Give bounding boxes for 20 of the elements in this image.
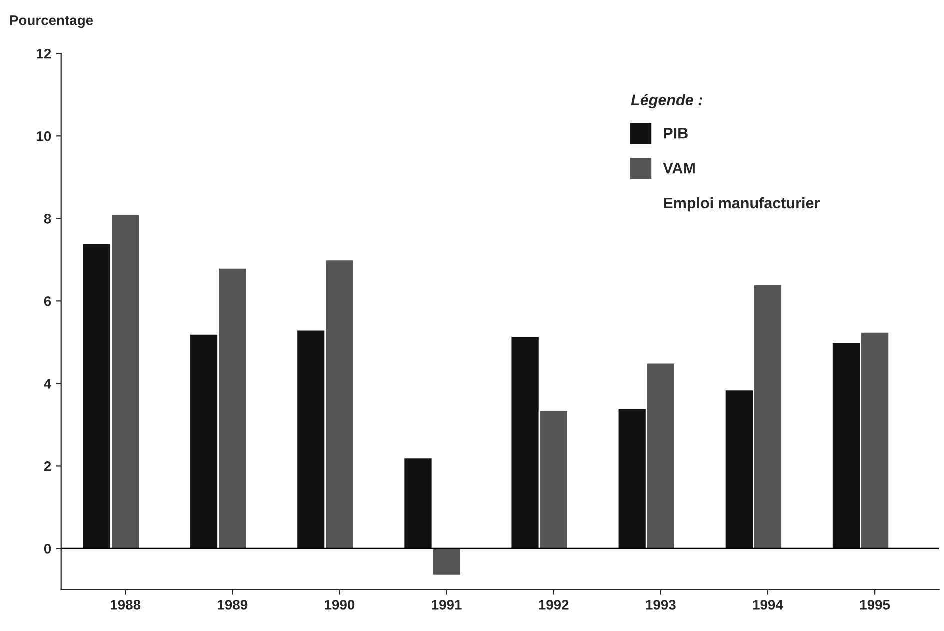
x-tick-label: 1988 xyxy=(111,600,141,610)
legend-label: PIB xyxy=(664,128,688,139)
y-tick-label: 0 xyxy=(44,544,52,554)
text: Emploi manufacturier xyxy=(664,197,820,212)
legend-title: Légende : xyxy=(631,94,702,109)
x-tick-label: 1995 xyxy=(860,600,890,610)
x-tick-label: 1989 xyxy=(218,600,248,610)
x-tick-label: 1993 xyxy=(646,600,676,610)
x-tick-label: 1994 xyxy=(753,600,784,610)
x-tick-label: 1991 xyxy=(432,600,462,610)
y-tick-label: 4 xyxy=(44,379,52,389)
y-axis-title: Pourcentage xyxy=(10,16,94,28)
y-tick-label: 12 xyxy=(37,48,52,59)
y-tick-label: 6 xyxy=(44,296,52,306)
x-tick-label: 1992 xyxy=(539,600,569,610)
y-tick-label: 10 xyxy=(37,131,52,142)
legend-label: VAM xyxy=(663,163,695,174)
y-tick-label: 2 xyxy=(44,462,52,472)
y-tick-label: 8 xyxy=(44,214,52,224)
x-tick-label: 1990 xyxy=(325,600,355,610)
